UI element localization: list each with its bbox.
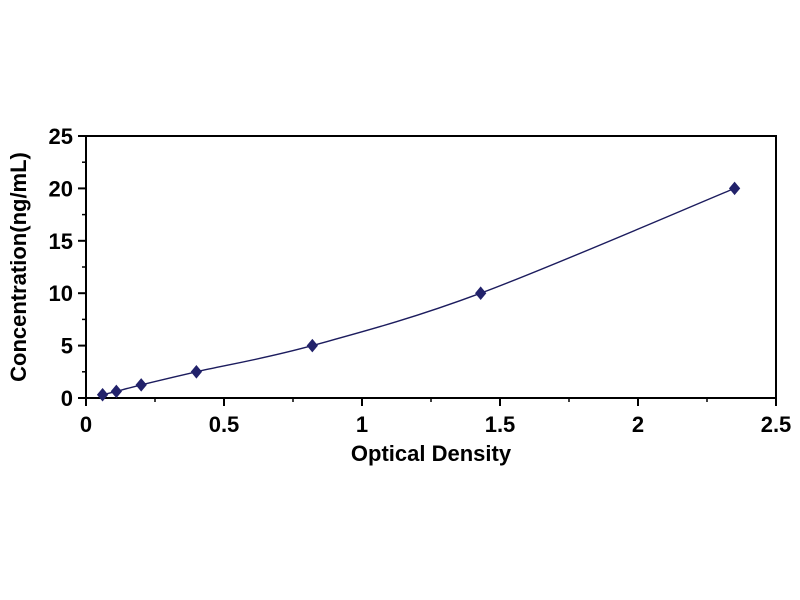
data-point-marker bbox=[110, 384, 123, 399]
x-tick-label: 0 bbox=[80, 412, 92, 437]
chart-plot-area: 0 0.5 1 1.5 2 2.5 0 5 10 15 20 25 bbox=[49, 124, 792, 437]
curve-line bbox=[102, 187, 735, 396]
y-tick-label: 0 bbox=[61, 386, 73, 411]
plot-frame bbox=[85, 135, 777, 399]
data-point-marker bbox=[190, 365, 203, 379]
data-point-marker bbox=[306, 338, 318, 353]
x-tick-label: 0.5 bbox=[209, 412, 240, 437]
y-tick-label: 5 bbox=[61, 334, 73, 359]
y-tick-label: 25 bbox=[49, 124, 73, 149]
data-point-marker bbox=[475, 286, 487, 300]
y-axis-label: Concentration(ng/mL) bbox=[6, 152, 31, 382]
x-tick-label: 2.5 bbox=[761, 412, 792, 437]
x-tick-label: 1 bbox=[356, 412, 368, 437]
data-point-marker bbox=[728, 181, 741, 196]
x-tick-label: 1.5 bbox=[485, 412, 516, 437]
y-tick-label: 20 bbox=[49, 176, 73, 201]
y-tick-label: 10 bbox=[49, 281, 73, 306]
y-tick-label: 15 bbox=[49, 229, 73, 254]
data-point-marker bbox=[96, 387, 109, 402]
x-tick-label: 2 bbox=[632, 412, 644, 437]
x-axis-label: Optical Density bbox=[351, 441, 512, 466]
data-point-marker bbox=[135, 378, 147, 392]
